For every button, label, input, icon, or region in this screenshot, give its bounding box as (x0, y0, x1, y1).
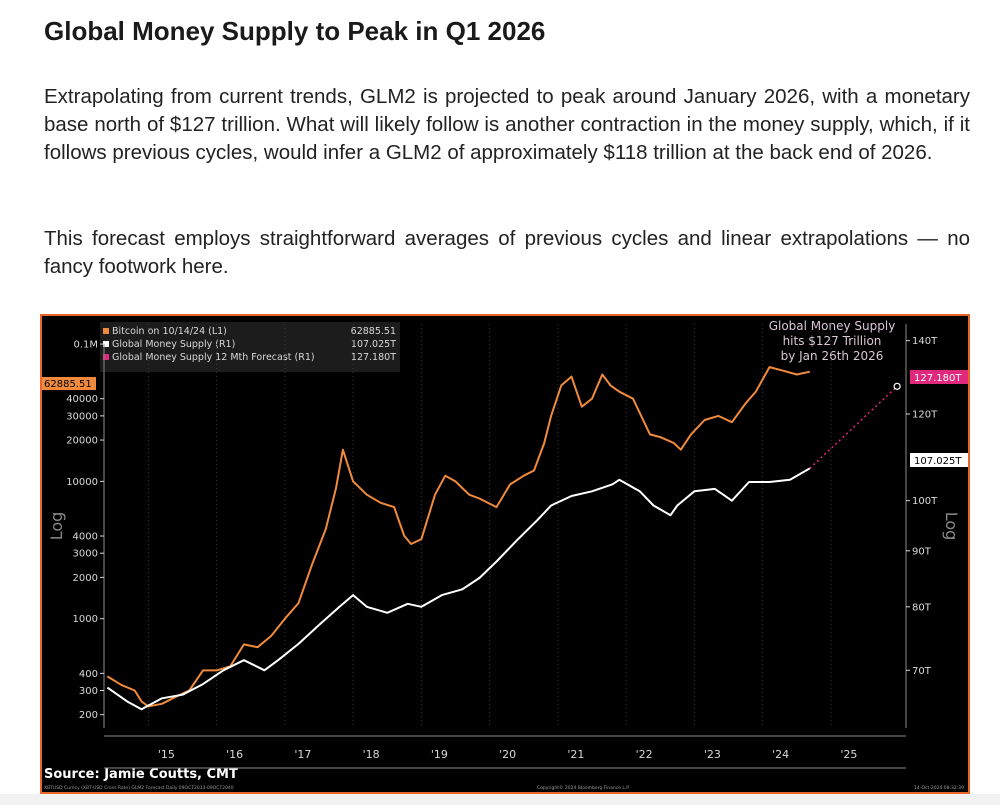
x-tick-label: '21 (567, 748, 584, 761)
legend-label-forecast: Global Money Supply 12 Mth Forecast (R1) (112, 352, 315, 363)
x-tick-label: '18 (363, 748, 380, 761)
x-tick-label: '24 (772, 748, 789, 761)
legend-value-money-supply: 107.025T (351, 339, 396, 350)
left-tick-label: 3000 (73, 549, 98, 560)
legend-box (100, 322, 400, 372)
left-axis-title: Log (47, 512, 66, 541)
left-tick-label: 30000 (66, 411, 98, 422)
legend-swatch-bitcoin (103, 328, 109, 334)
left-tick-label: 300 (79, 686, 98, 697)
x-tick-label: '25 (840, 748, 857, 761)
left-tick-label: 0.1M (73, 340, 98, 351)
page-bottom-strip (0, 794, 1000, 805)
grid-layer (147, 324, 832, 728)
chart-footer-left: XBTUSD Curncy (XBT-USD Cross Rate) GLM2 … (44, 785, 234, 791)
chart-svg: Bitcoin on 10/14/24 (L1) 62885.51 Global… (42, 316, 968, 792)
chart-footer-center: Copyright© 2024 Bloomberg Finance L.P. (537, 784, 630, 791)
series-line-money-supply (106, 467, 811, 711)
legend-label-bitcoin: Bitcoin on 10/14/24 (L1) (112, 326, 227, 337)
x-tick-label: '15 (158, 748, 175, 761)
chart-footer-right: 14-Oct-2024 08:32:39 (914, 785, 964, 791)
right-tick-label: 90T (912, 546, 932, 557)
left-tick-label: 10000 (66, 477, 98, 488)
forecast-value-tag: 127.180T (914, 373, 962, 384)
chart-source: Source: Jamie Coutts, CMT (44, 767, 238, 782)
x-tick-label: '20 (499, 748, 516, 761)
x-tick-label: '19 (431, 748, 448, 761)
annotation-line-2: hits $127 Trillion (783, 334, 882, 348)
money-supply-value-tag-bg (910, 453, 968, 467)
axis-layer: '15 '16 '17 '18 '19 '20 '21 '22 '23 '24 '25 200 300 4… (66, 324, 938, 769)
forecast-value-tag-bg (910, 370, 968, 384)
right-tick-label: 120T (912, 409, 938, 420)
right-tick-label: 80T (912, 602, 932, 613)
forecast-endpoint-marker (893, 382, 901, 390)
annotation-line-1: Global Money Supply (769, 319, 896, 333)
x-tick-label: '16 (226, 748, 243, 761)
x-tick-label: '22 (636, 748, 653, 761)
article-heading: Global Money Supply to Peak in Q1 2026 (44, 16, 546, 46)
left-tick-label: 1000 (73, 614, 98, 625)
bitcoin-value-tag: 62885.51 (44, 379, 92, 390)
article-paragraph-1: Extrapolating from current trends, GLM2 … (44, 85, 970, 164)
legend-value-forecast: 127.180T (351, 352, 396, 363)
right-axis-title: Log (942, 512, 961, 541)
left-tick-label: 200 (79, 710, 98, 721)
right-tick-label: 70T (912, 666, 932, 677)
legend-label-money-supply: Global Money Supply (R1) (112, 339, 235, 350)
money-supply-value-tag: 107.025T (914, 456, 962, 467)
left-tick-label: 40000 (66, 394, 98, 405)
annotation-line-3: by Jan 26th 2026 (781, 349, 884, 363)
article-paragraph-2: This forecast employs straightforward av… (44, 227, 970, 278)
legend-swatch-forecast (103, 354, 109, 360)
x-tick-label: '23 (704, 748, 721, 761)
series-layer (106, 366, 901, 711)
left-tick-label: 400 (79, 669, 98, 680)
right-tick-label: 140T (912, 336, 938, 347)
legend-swatch-money-supply (103, 341, 109, 347)
bitcoin-value-tag-bg (42, 377, 96, 390)
left-tick-label: 4000 (73, 532, 98, 543)
left-tick-label: 2000 (73, 573, 98, 584)
legend-value-bitcoin: 62885.51 (351, 326, 396, 337)
x-tick-label: '17 (294, 748, 311, 761)
bloomberg-chart: Bitcoin on 10/14/24 (L1) 62885.51 Global… (40, 314, 970, 794)
right-tick-label: 100T (912, 496, 938, 507)
left-tick-label: 20000 (66, 436, 98, 447)
